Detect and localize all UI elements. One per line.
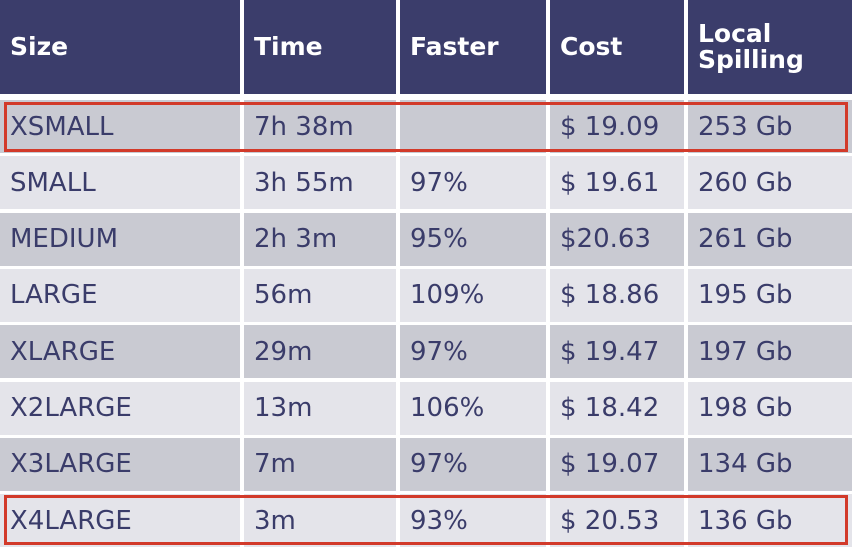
table-cell: 97% [400, 156, 546, 210]
table-cell: X2LARGE [0, 381, 240, 435]
table-cell: $ 19.09 [550, 100, 684, 153]
table-cell: 56m [244, 268, 396, 322]
table-cell: 261 Gb [688, 212, 852, 266]
table-cell [400, 100, 546, 153]
table-cell: 7h 38m [244, 100, 396, 153]
table-cell: $ 19.07 [550, 437, 684, 491]
table-cell: XSMALL [0, 100, 240, 153]
table-cell: 7m [244, 437, 396, 491]
table-cell: 29m [244, 325, 396, 379]
table-cell: 95% [400, 212, 546, 266]
table-cell: $ 20.53 [550, 494, 684, 548]
table-cell: 134 Gb [688, 437, 852, 491]
table-cell: 195 Gb [688, 268, 852, 322]
table-cell: 13m [244, 381, 396, 435]
table-cell: 106% [400, 381, 546, 435]
table-cell: 260 Gb [688, 156, 852, 210]
table-cell: 3h 55m [244, 156, 396, 210]
table-cell: X4LARGE [0, 494, 240, 548]
header-cell: Time [244, 0, 396, 94]
table-cell: $20.63 [550, 212, 684, 266]
table-cell: 97% [400, 437, 546, 491]
table-cell: XLARGE [0, 325, 240, 379]
table-cell: 93% [400, 494, 546, 548]
table-cell: $ 18.86 [550, 268, 684, 322]
header-cell: Cost [550, 0, 684, 94]
table-cell: 197 Gb [688, 325, 852, 379]
table-cell: LARGE [0, 268, 240, 322]
table-cell: 136 Gb [688, 494, 852, 548]
table-cell: 3m [244, 494, 396, 548]
highlight-box [4, 102, 848, 152]
table-cell: $ 19.47 [550, 325, 684, 379]
table-cell: SMALL [0, 156, 240, 210]
table-cell: 253 Gb [688, 100, 852, 153]
header-cell: Size [0, 0, 240, 94]
table-cell: 198 Gb [688, 381, 852, 435]
header-cell: Local Spilling [688, 0, 852, 94]
table-cell: $ 18.42 [550, 381, 684, 435]
table-cell: 109% [400, 268, 546, 322]
header-cell: Faster [400, 0, 546, 94]
table-cell: 97% [400, 325, 546, 379]
table-cell: X3LARGE [0, 437, 240, 491]
table-cell: 2h 3m [244, 212, 396, 266]
highlight-box [4, 495, 848, 545]
table-cell: $ 19.61 [550, 156, 684, 210]
table-cell: MEDIUM [0, 212, 240, 266]
